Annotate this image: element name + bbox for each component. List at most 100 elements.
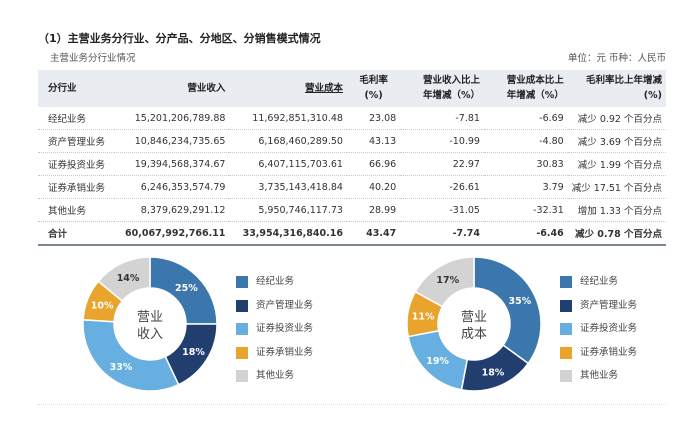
legend-item: 证券承销业务 — [560, 346, 638, 371]
legend-swatch — [560, 323, 572, 335]
slice-label: 17% — [436, 275, 459, 286]
cell-margin: 23.08 — [346, 107, 401, 130]
donut-center-label: 营业 — [137, 310, 163, 325]
table-total-row: 合计 60,067,992,766.11 33,954,316,840.16 4… — [38, 221, 666, 246]
legend-item: 证券承销业务 — [236, 346, 313, 371]
slice-label: 19% — [426, 356, 449, 367]
donut-svg: 35% 18% 19% 11% 17% 营业成本 — [406, 256, 542, 392]
cell-revenue: 60,067,992,766.11 — [113, 221, 230, 246]
legend-item: 资产管理业务 — [236, 299, 314, 324]
revenue-chart-legend: 经纪业务 资产管理业务 证券投资业务 证券承销业务 其他业务 — [236, 276, 313, 394]
legend-swatch — [236, 370, 248, 382]
table-row: 经纪业务 15,201,206,789.88 11,692,851,310.48… — [38, 107, 666, 130]
legend-label: 其他业务 — [580, 370, 619, 381]
legend-item: 其他业务 — [560, 370, 637, 394]
donut-center-label: 收入 — [137, 327, 163, 342]
legend-item: 经纪业务 — [236, 276, 313, 300]
header-margin: 毛利率 (%) — [347, 70, 400, 107]
cell-cost: 3,735,143,418.84 — [229, 175, 347, 199]
legend-swatch — [236, 299, 248, 312]
cell-cost: 6,168,460,289.50 — [229, 129, 347, 153]
table-row: 资产管理业务 10,846,234,735.65 6,168,460,289.5… — [38, 129, 666, 153]
cell-cost-chg: 30.83 — [483, 152, 568, 176]
revenue-donut-chart: 25% 18% 33% 10% 14% 营业 收入 — [82, 256, 218, 392]
cell-margin-chg: 减少 1.99 个百分点 — [567, 152, 666, 176]
cell-cost-chg: -4.80 — [483, 129, 568, 153]
cell-margin: 66.96 — [346, 152, 401, 176]
table-subtitle: 主营业务分行业情况 — [50, 53, 136, 64]
section-title: （1）主营业务分行业、分产品、分地区、分销售模式情况 — [38, 32, 321, 45]
slice-label: 10% — [91, 301, 114, 312]
legend-swatch — [560, 346, 572, 359]
donut-slice — [82, 318, 180, 392]
header-rev-chg: 营业收入比上 年增减（%） — [400, 70, 484, 107]
cell-revenue: 15,201,206,789.88 — [113, 107, 230, 130]
header-cost-label: 营业成本 — [304, 82, 343, 94]
slice-label: 25% — [175, 283, 198, 294]
legend-label: 证券承销业务 — [580, 346, 638, 358]
cell-margin: 28.99 — [346, 198, 401, 222]
cost-chart-legend: 经纪业务资产管理业务 证券投资业务 证券承销业务 其他业务 — [560, 276, 637, 394]
cell-rev-chg: -26.61 — [400, 175, 484, 199]
cell-rev-chg: 22.97 — [400, 152, 484, 176]
cell-cost: 6,407,115,703.61 — [229, 152, 347, 176]
header-rev-chg-l1: 营业收入比上 — [422, 75, 480, 86]
cell-cost-chg: -6.46 — [483, 221, 568, 246]
cell-rev-chg: -7.81 — [400, 107, 484, 130]
donut-svg: 25% 18% 33% 10% 14% 营业收入 — [82, 256, 218, 392]
donut-center-label: 营业 — [461, 310, 487, 325]
table-row: 其他业务 8,379,629,291.12 5,950,746,117.73 2… — [38, 198, 666, 222]
segment-table: 分行业 营业收入 营业成本 毛利率 (%) 营业收入比上 年增减（%） 营业成本比上… — [38, 70, 666, 246]
legend-label: 经纪业务 — [256, 276, 295, 287]
cell-segment: 其他业务 — [38, 198, 114, 222]
cell-revenue: 19,394,568,374.67 — [113, 152, 230, 176]
cell-revenue: 10,846,234,735.65 — [113, 129, 230, 153]
legend-swatch — [236, 276, 248, 288]
header-margin-chg-l2: (%) — [643, 90, 662, 101]
header-cost-chg-l2: 年增减（%） — [506, 90, 564, 101]
slice-label: 18% — [182, 347, 205, 358]
table-row: 证券承销业务 6,246,353,574.79 3,735,143,418.84… — [38, 175, 666, 199]
legend-label: 资产管理业务 — [256, 299, 314, 311]
header-margin-chg: 毛利率比上年增减 (%) — [568, 70, 666, 107]
legend-swatch — [236, 323, 248, 335]
legend-item: 资产管理业务 — [560, 299, 637, 324]
cell-margin-chg: 增加 1.33 个百分点 — [567, 198, 666, 222]
cell-revenue: 6,246,353,574.79 — [113, 175, 230, 199]
table-row: 证券投资业务 19,394,568,374.67 6,407,115,703.6… — [38, 152, 666, 176]
unit-note: 单位：元 币种：人民币 — [567, 53, 666, 64]
cell-cost: 11,692,851,310.48 — [229, 107, 347, 130]
donut-slice — [473, 256, 542, 365]
header-rev-chg-l2: 年增减（%） — [422, 90, 480, 101]
slice-label: 18% — [482, 367, 505, 378]
cell-segment: 合计 — [38, 221, 114, 246]
table-header-row: 分行业 营业收入 营业成本 毛利率 (%) 营业收入比上 年增减（%） 营业成本比上… — [38, 70, 666, 107]
header-margin-l2: (%) — [364, 90, 383, 101]
cell-margin: 43.47 — [346, 221, 401, 246]
cell-cost: 33,954,316,840.16 — [229, 221, 347, 246]
legend-swatch — [560, 370, 572, 382]
donut-center-label: 成本 — [461, 327, 487, 342]
cell-segment: 证券承销业务 — [38, 175, 114, 199]
cell-cost-chg: -6.69 — [483, 107, 568, 130]
cell-margin: 43.13 — [346, 129, 401, 153]
slice-label: 14% — [117, 273, 140, 284]
cell-margin: 40.20 — [346, 175, 401, 199]
header-margin-chg-l1: 毛利率比上年增减 — [585, 75, 662, 86]
cell-cost-chg: 3.79 — [483, 175, 568, 199]
legend-item: 证券投资业务 — [236, 323, 313, 347]
legend-item: 证券投资业务 — [560, 323, 637, 347]
cell-margin-chg: 减少 17.51 个百分点 — [567, 175, 666, 199]
slice-label: 35% — [509, 296, 532, 307]
legend-label: 经纪业务 — [580, 276, 619, 287]
legend-swatch — [560, 299, 572, 312]
cell-margin-chg: 减少 0.92 个百分点 — [567, 107, 666, 130]
cell-margin-chg: 减少 0.78 个百分点 — [567, 221, 666, 246]
header-segment: 分行业 — [48, 82, 77, 94]
cell-margin-chg: 减少 3.69 个百分点 — [567, 129, 666, 153]
slice-label: 11% — [412, 311, 435, 322]
header-cost: 营业成本 — [229, 70, 347, 107]
header-margin-l1: 毛利率 — [359, 75, 388, 86]
cell-segment: 证券投资业务 — [38, 152, 114, 176]
cell-rev-chg: -31.05 — [400, 198, 484, 222]
